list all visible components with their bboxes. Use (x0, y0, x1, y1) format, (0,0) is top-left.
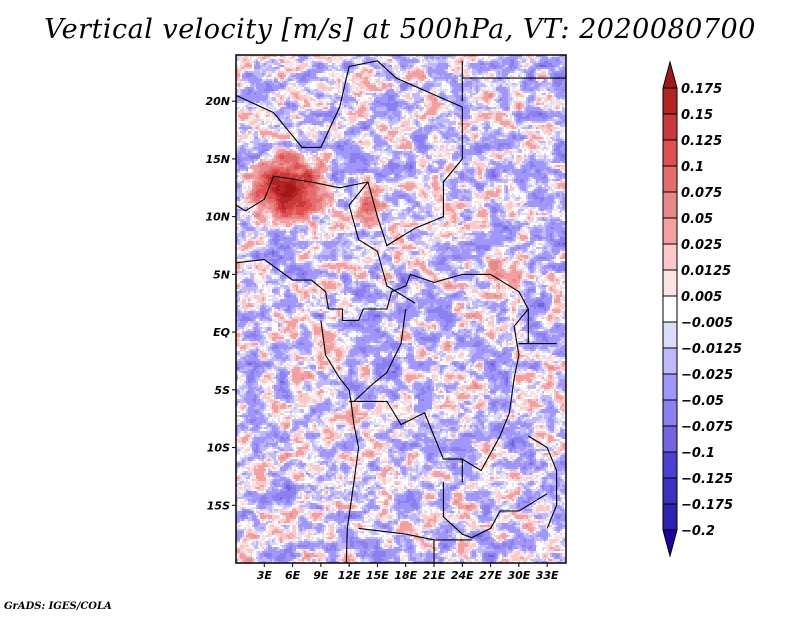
colorbar-label: −0.075 (681, 420, 733, 435)
colorbar-box (662, 347, 678, 375)
colorbar-label: 0.0125 (681, 264, 731, 279)
colorbar-box (662, 113, 678, 141)
colorbar-label: −0.0125 (681, 342, 742, 357)
border-line (328, 273, 529, 344)
colorbar-box (662, 321, 678, 349)
colorbar-box (662, 87, 678, 115)
x-tick-label: 9E (313, 569, 329, 582)
colorbar-label: 0.175 (681, 82, 722, 97)
colorbar-box (662, 243, 678, 271)
y-tick-label: 5N (213, 268, 230, 281)
x-tick-label: 12E (338, 569, 361, 582)
colorbar-box (662, 295, 678, 323)
colorbar-label: −0.05 (681, 394, 724, 409)
colorbar-label: −0.125 (681, 472, 733, 487)
colorbar-label: 0.025 (681, 238, 722, 253)
border-line (528, 435, 558, 529)
colorbar-label: −0.1 (681, 446, 715, 461)
y-axis: 20N 15N 10N 5N EQ 5S 10S 15S (205, 95, 236, 512)
border-line (442, 482, 548, 539)
colorbar-label: −0.025 (681, 368, 733, 383)
border-line (235, 175, 369, 212)
x-tick-label: 21E (423, 569, 446, 582)
y-tick-label: 10S (207, 442, 230, 455)
colorbar-box (662, 477, 678, 505)
colorbar-label: −0.175 (681, 498, 733, 513)
x-tick-label: 33E (536, 569, 559, 582)
colorbar-label: −0.2 (681, 524, 715, 539)
border-line (235, 258, 329, 310)
border-line (235, 66, 350, 148)
x-tick-label: 15E (366, 569, 389, 582)
border-line (348, 60, 463, 108)
colorbar-arrow-bottom (662, 529, 678, 558)
colorbar-arrow-top (662, 60, 678, 89)
border-line (462, 308, 529, 472)
colorbar-box (662, 165, 678, 193)
colorbar-box (662, 139, 678, 167)
x-axis: 3E 6E 9E 12E 15E 18E 21E 24E 27E 30E 33E (257, 563, 559, 582)
colorbar-box (662, 451, 678, 479)
y-tick-label: 15S (207, 499, 230, 512)
y-tick-label: 10N (205, 211, 230, 224)
border-line (353, 308, 407, 402)
chart-title: Vertical velocity [m/s] at 500hPa, VT: 2… (44, 14, 756, 45)
colorbar-box (662, 503, 678, 531)
border-line (358, 527, 472, 541)
colorbar-label: 0.1 (681, 160, 704, 175)
map-frame (235, 54, 567, 564)
y-tick-label: 5S (214, 384, 230, 397)
x-tick-label: 6E (285, 569, 301, 582)
colorbar-label: 0.05 (681, 212, 713, 227)
colorbar-box (662, 399, 678, 427)
colorbar-box (662, 217, 678, 245)
colorbar-legend: 0.175 0.15 0.125 0.1 0.075 0.05 0.025 0.0125 0.0… (662, 60, 742, 558)
colorbar-box (662, 373, 678, 401)
x-tick-label: 24E (451, 569, 474, 582)
border-line (349, 400, 463, 483)
y-tick-label: EQ (213, 326, 230, 339)
y-tick-label: 20N (205, 95, 230, 108)
vertical-velocity-field (236, 55, 566, 563)
border-line (348, 181, 416, 304)
colorbar-label: 0.005 (681, 290, 722, 305)
colorbar-box (662, 425, 678, 453)
country-borders (235, 60, 566, 564)
colorbar-label: 0.15 (681, 108, 713, 123)
x-tick-label: 30E (507, 569, 530, 582)
border-line (320, 320, 360, 564)
grads-credit: GrADS: IGES/COLA (4, 601, 112, 612)
x-tick-label: 18E (394, 569, 417, 582)
border-line (367, 107, 463, 247)
x-tick-label: 27E (479, 569, 502, 582)
colorbar-box (662, 269, 678, 297)
colorbar-label: 0.125 (681, 134, 722, 149)
colorbar-label: −0.005 (681, 316, 733, 331)
colorbar-label: 0.075 (681, 186, 722, 201)
colorbar-box (662, 191, 678, 219)
y-tick-label: 15N (205, 153, 230, 166)
x-tick-label: 3E (257, 569, 273, 582)
